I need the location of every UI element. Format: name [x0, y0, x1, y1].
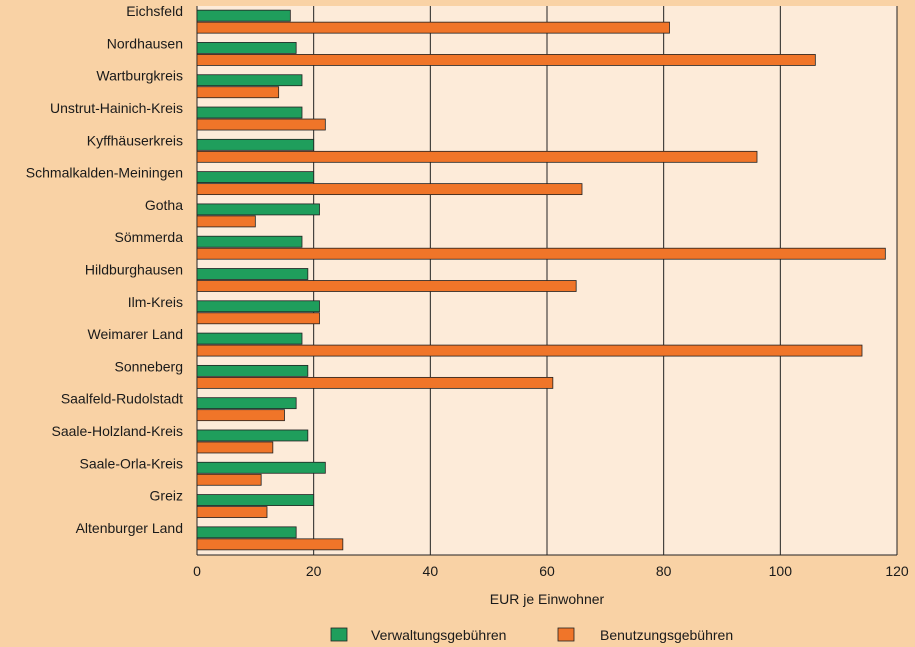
x-tick-label: 80	[656, 563, 672, 579]
bar-benutzung	[196, 118, 326, 131]
bar-verwaltung	[196, 526, 297, 539]
category-label: Saalfeld-Rudolstadt	[61, 391, 183, 407]
bar-verwaltung	[196, 268, 309, 280]
category-label: Kyffhäuserkreis	[87, 132, 183, 148]
bar-benutzung	[196, 344, 863, 357]
bar-benutzung	[196, 473, 262, 486]
bar-benutzung	[196, 441, 274, 454]
category-label: Ilm-Kreis	[128, 294, 183, 310]
category-label: Wartburgkreis	[96, 68, 183, 84]
bar-verwaltung	[196, 364, 309, 377]
bars	[196, 9, 886, 551]
x-tick-label: 20	[306, 563, 322, 579]
category-label: Unstrut-Hainich-Kreis	[50, 100, 183, 116]
category-labels: Eichsfeld Nordhausen Wartburgkreis Unstrut-…	[26, 3, 183, 536]
category-label: Saale-Holzland-Kreis	[51, 423, 183, 439]
category-label: Hildburghausen	[85, 262, 183, 278]
bar-benutzung	[196, 312, 320, 325]
x-tick-label: 100	[769, 563, 793, 579]
bar-verwaltung	[196, 42, 297, 54]
legend-label: Benutzungsgebühren	[600, 627, 733, 643]
category-label: Sonneberg	[114, 358, 183, 374]
bar-verwaltung	[196, 138, 315, 151]
bar-benutzung	[196, 86, 280, 99]
bar-verwaltung	[196, 9, 291, 22]
bar-verwaltung	[196, 397, 297, 410]
x-tick-label: 0	[193, 563, 201, 579]
category-label: Nordhausen	[107, 35, 183, 51]
bar-benutzung	[196, 54, 816, 66]
category-label: Schmalkalden-Meiningen	[26, 165, 183, 181]
bar-verwaltung	[196, 494, 315, 506]
bar-benutzung	[196, 150, 758, 163]
bar-benutzung	[196, 247, 886, 260]
x-axis-title: EUR je Einwohner	[490, 591, 605, 607]
category-label: Eichsfeld	[126, 3, 183, 19]
bar-verwaltung	[196, 300, 320, 313]
bar-benutzung	[196, 506, 268, 518]
bar-benutzung	[196, 183, 583, 196]
bar-verwaltung	[196, 461, 326, 474]
category-label: Altenburger Land	[76, 520, 183, 536]
bar-benutzung	[196, 376, 554, 389]
x-tick-label: 60	[539, 563, 555, 579]
bar-benutzung	[196, 215, 256, 228]
legend: Verwaltungsgebühren Benutzungsgebühren	[330, 627, 733, 643]
bar-verwaltung	[196, 429, 309, 442]
bar-benutzung	[196, 21, 670, 34]
category-label: Sömmerda	[115, 229, 184, 245]
bar-verwaltung	[196, 203, 320, 216]
category-label: Weimarer Land	[88, 326, 183, 342]
bar-verwaltung	[196, 332, 303, 345]
category-label: Gotha	[145, 197, 183, 213]
category-label: Greiz	[150, 488, 183, 504]
bar-benutzung	[196, 280, 577, 292]
legend-swatch	[557, 627, 575, 642]
bar-benutzung	[196, 538, 344, 551]
bar-benutzung	[196, 409, 285, 422]
bar-verwaltung	[196, 74, 303, 87]
legend-label: Verwaltungsgebühren	[371, 627, 506, 643]
category-label: Saale-Orla-Kreis	[80, 455, 183, 471]
bar-verwaltung	[196, 171, 315, 184]
x-tick-label: 120	[885, 563, 909, 579]
bar-verwaltung	[196, 235, 303, 248]
bar-verwaltung	[196, 106, 303, 119]
legend-swatch	[330, 627, 348, 642]
x-tick-labels: 0 20 40 60 80 100 120	[193, 563, 909, 579]
x-tick-label: 40	[423, 563, 439, 579]
